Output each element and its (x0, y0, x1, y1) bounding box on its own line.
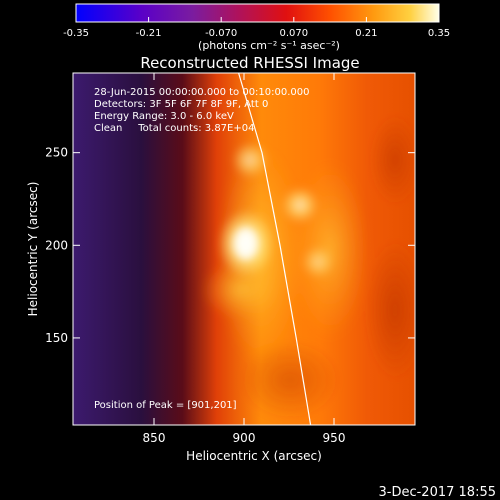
annotation-time-range: 28-Jun-2015 00:00:00.000 to 00:10:00.000 (94, 87, 310, 98)
annotation-energy-range: Energy Range: 3.0 - 6.0 keV (94, 111, 234, 122)
colorbar-ticks (75, 17, 440, 22)
colorbar-tick-label: 0.35 (428, 28, 450, 39)
annotation-detectors: Detectors: 3F 5F 6F 7F 8F 9F, Att 0 (94, 99, 268, 110)
colorbar-tick-label: -0.21 (136, 28, 162, 39)
x-tick-label: 950 (323, 431, 346, 445)
info-annotations: 28-Jun-2015 00:00:00.000 to 00:10:00.000… (94, 87, 310, 134)
x-axis-ticks (153, 73, 335, 425)
x-axis-label: Heliocentric X (arcsec) (186, 449, 322, 463)
y-tick-label: 150 (45, 331, 68, 345)
colorbar-tick-labels: -0.35 -0.21 -0.070 0.070 0.21 0.35 (63, 28, 450, 39)
x-tick-label: 850 (143, 431, 166, 445)
y-tick-labels: 150 200 250 (45, 146, 68, 345)
annotation-clean-counts: Clean Total counts: 3.87E+04 (94, 123, 254, 134)
colorbar-tick-label: -0.070 (205, 28, 237, 39)
y-axis-ticks (73, 152, 415, 339)
x-tick-label: 900 (233, 431, 256, 445)
colorbar-tick-label: 0.21 (355, 28, 377, 39)
colorbar-unit-label: (photons cm⁻² s⁻¹ asec⁻²) (198, 39, 340, 52)
y-tick-label: 200 (45, 238, 68, 252)
x-tick-labels: 850 900 950 (143, 431, 346, 445)
peak-position-label: Position of Peak = [901,201] (94, 400, 237, 411)
colorbar-tick-label: -0.35 (63, 28, 89, 39)
chart-title: Reconstructed RHESSI Image (140, 54, 359, 72)
colorbar-tick-label: 0.070 (279, 28, 308, 39)
y-tick-label: 250 (45, 146, 68, 160)
footer-date: 3-Dec-2017 18:55 (379, 485, 497, 500)
peak-emission (233, 227, 258, 260)
solar-limb-curve (238, 73, 312, 425)
heatmap-image (73, 73, 415, 425)
colorbar (75, 3, 440, 23)
y-axis-label: Heliocentric Y (arcsec) (26, 182, 40, 317)
